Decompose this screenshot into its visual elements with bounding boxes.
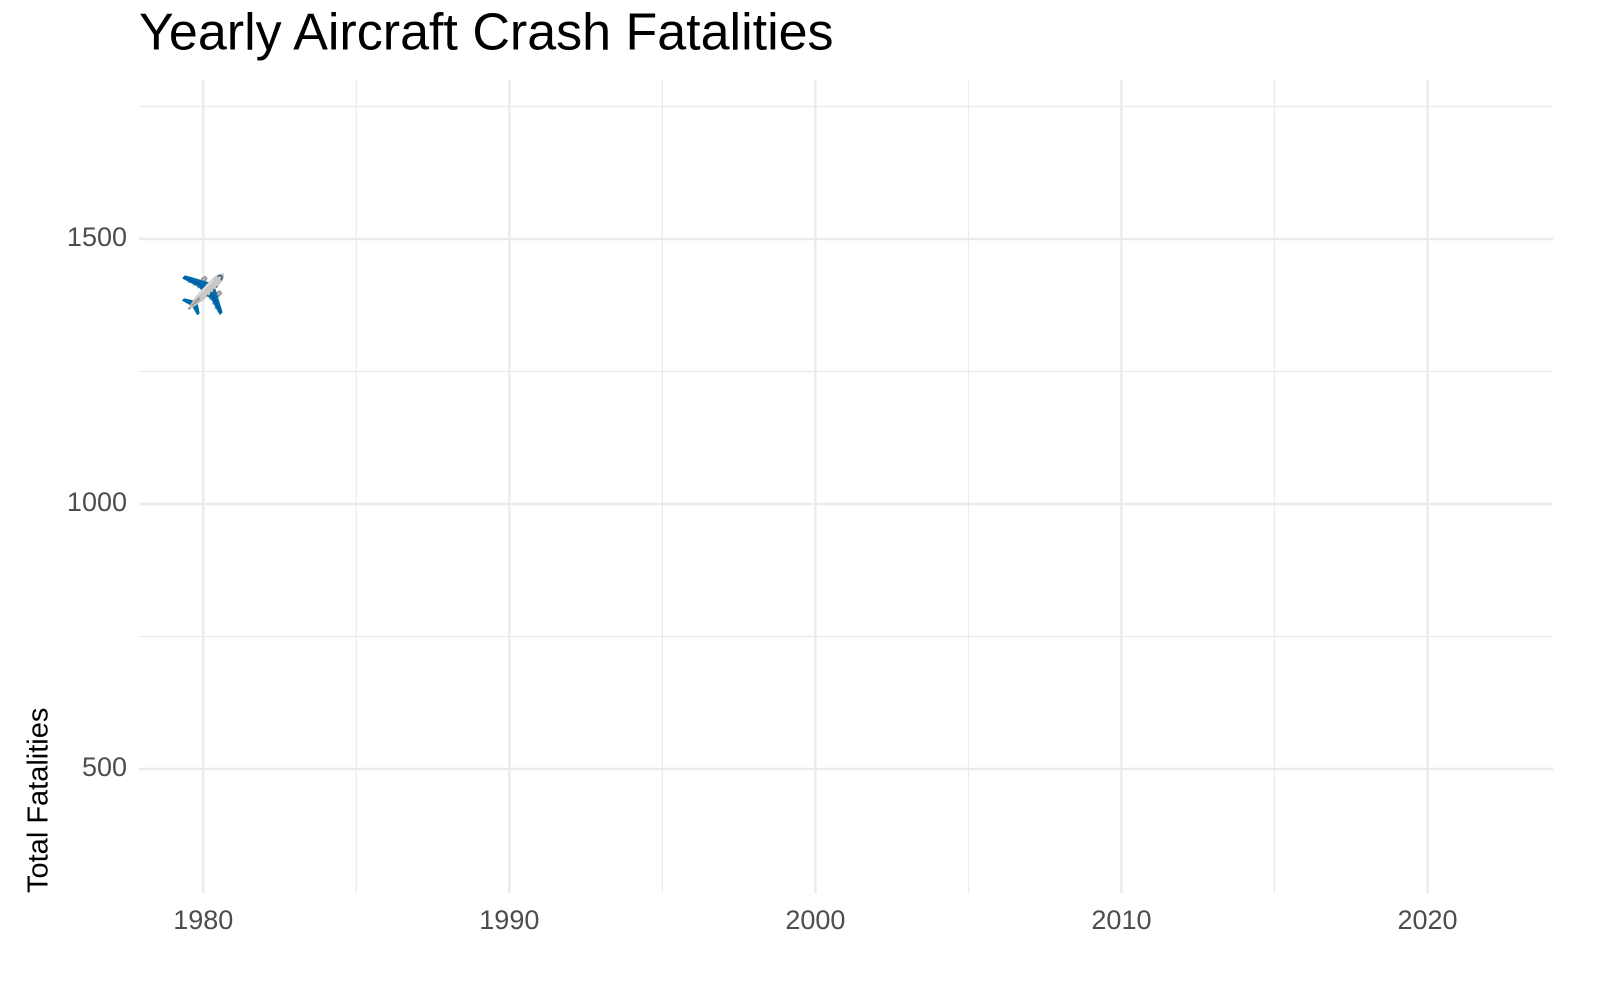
x-tick-label: 1980 bbox=[173, 905, 233, 935]
y-tick-label: 500 bbox=[82, 752, 127, 782]
x-tick-label: 2010 bbox=[1091, 905, 1151, 935]
y-tick-label: 1000 bbox=[67, 487, 127, 517]
x-tick-label: 2020 bbox=[1397, 905, 1457, 935]
y-axis-label: Total Fatalities bbox=[23, 708, 55, 893]
x-tick-label: 2000 bbox=[785, 905, 845, 935]
ticks: 1980 1990 2000 2010 2020 500 1000 1500 bbox=[67, 222, 1458, 935]
y-tick-label: 1500 bbox=[67, 222, 127, 252]
x-tick-label: 1990 bbox=[479, 905, 539, 935]
chart-title: Yearly Aircraft Crash Fatalities bbox=[139, 4, 834, 62]
point: ✈️ bbox=[180, 271, 227, 316]
grid bbox=[139, 80, 1553, 893]
marks: ✈️ bbox=[180, 271, 227, 316]
